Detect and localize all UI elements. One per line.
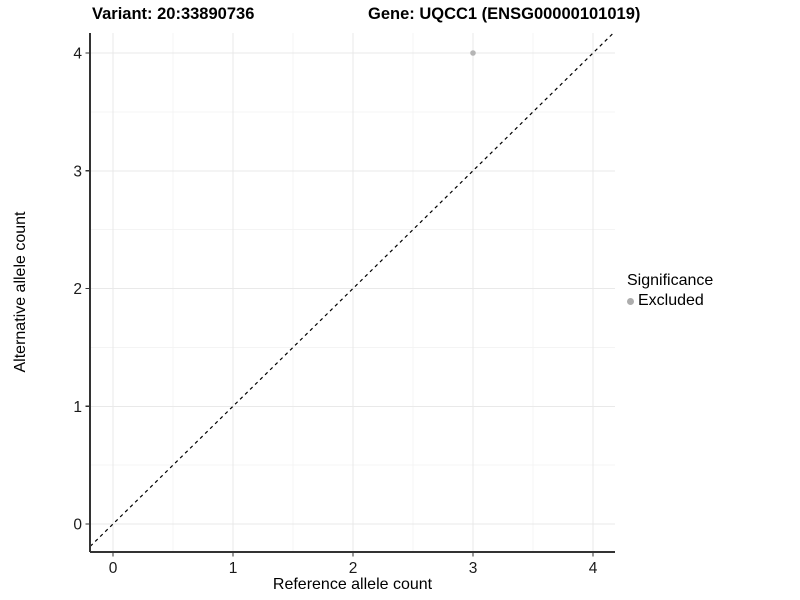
x-tick-label: 4 — [589, 560, 598, 577]
y-tick-label: 3 — [73, 163, 82, 180]
legend-item-label: Excluded — [638, 292, 704, 309]
legend-key-dot — [627, 297, 634, 305]
gene-title: Gene: UQCC1 (ENSG00000101019) — [368, 5, 641, 23]
identity-line — [89, 32, 614, 547]
y-tick-label: 2 — [73, 281, 82, 298]
legend-title: Significance — [627, 272, 714, 289]
x-tick-label: 2 — [349, 560, 358, 577]
data-point — [470, 50, 476, 56]
y-tick-label: 4 — [73, 46, 82, 63]
y-tick-label: 1 — [73, 399, 82, 416]
variant-title: Variant: 20:33890736 — [92, 5, 255, 23]
legend-item-excluded: Excluded — [627, 292, 713, 310]
x-tick-label: 3 — [469, 560, 478, 577]
y-axis-title: Alternative allele count — [12, 211, 29, 373]
y-tick-label: 0 — [73, 517, 82, 534]
x-axis-title: Reference allele count — [272, 576, 433, 593]
legend: Significance Excluded — [627, 272, 713, 310]
x-tick-label: 1 — [229, 560, 238, 577]
x-tick-label: 0 — [109, 560, 118, 577]
